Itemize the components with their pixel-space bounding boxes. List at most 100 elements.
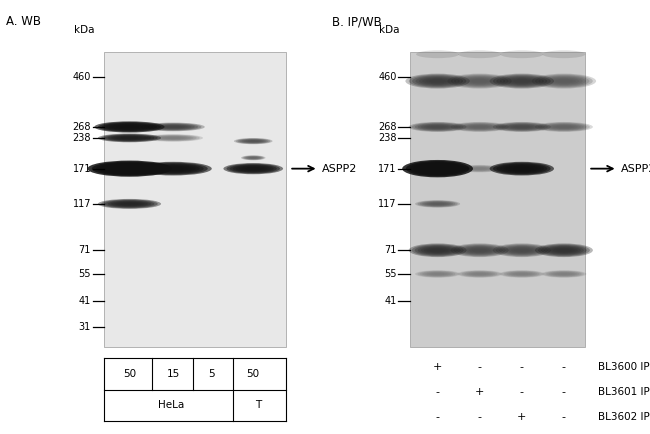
- Ellipse shape: [454, 76, 505, 87]
- Ellipse shape: [114, 136, 144, 140]
- Ellipse shape: [94, 122, 164, 132]
- Text: +: +: [433, 362, 442, 372]
- Ellipse shape: [116, 125, 142, 128]
- Ellipse shape: [409, 243, 467, 257]
- Ellipse shape: [451, 75, 508, 88]
- Ellipse shape: [246, 157, 261, 159]
- Ellipse shape: [499, 245, 545, 256]
- Ellipse shape: [410, 162, 465, 175]
- Ellipse shape: [544, 246, 584, 255]
- Text: BL3600 IP: BL3600 IP: [598, 362, 649, 372]
- Text: -: -: [562, 412, 566, 422]
- Ellipse shape: [155, 166, 192, 171]
- Ellipse shape: [406, 74, 470, 89]
- Ellipse shape: [538, 76, 590, 87]
- Ellipse shape: [460, 165, 500, 172]
- Ellipse shape: [409, 75, 467, 88]
- Ellipse shape: [415, 76, 460, 86]
- Text: 71: 71: [384, 245, 396, 255]
- Text: -: -: [562, 362, 566, 372]
- Ellipse shape: [148, 124, 198, 130]
- Text: BL3601 IP: BL3601 IP: [598, 387, 650, 397]
- Ellipse shape: [419, 77, 456, 85]
- Ellipse shape: [424, 272, 450, 276]
- Ellipse shape: [457, 165, 502, 172]
- Ellipse shape: [108, 135, 151, 141]
- Ellipse shape: [151, 124, 195, 130]
- Text: 460: 460: [378, 72, 396, 82]
- Ellipse shape: [496, 244, 548, 256]
- Ellipse shape: [497, 76, 547, 87]
- Ellipse shape: [493, 122, 551, 132]
- Ellipse shape: [458, 76, 502, 86]
- Ellipse shape: [508, 125, 536, 129]
- Text: 41: 41: [79, 296, 91, 306]
- Ellipse shape: [535, 243, 593, 257]
- Ellipse shape: [236, 138, 270, 144]
- Ellipse shape: [421, 124, 454, 130]
- Ellipse shape: [121, 137, 138, 139]
- Ellipse shape: [424, 247, 452, 253]
- Ellipse shape: [411, 122, 463, 132]
- Bar: [104, 52, 286, 347]
- Ellipse shape: [464, 166, 495, 171]
- Text: 5: 5: [208, 369, 214, 379]
- Ellipse shape: [464, 272, 495, 276]
- Ellipse shape: [447, 74, 512, 89]
- Ellipse shape: [146, 135, 200, 141]
- Ellipse shape: [155, 125, 192, 129]
- Ellipse shape: [114, 202, 144, 206]
- Text: +: +: [475, 387, 484, 397]
- Ellipse shape: [457, 123, 502, 131]
- Text: A. WB: A. WB: [6, 15, 42, 28]
- Ellipse shape: [153, 135, 194, 140]
- Ellipse shape: [502, 271, 542, 277]
- Ellipse shape: [550, 247, 578, 253]
- Ellipse shape: [506, 78, 538, 84]
- Ellipse shape: [535, 122, 593, 132]
- Ellipse shape: [511, 248, 533, 252]
- Ellipse shape: [466, 125, 493, 129]
- Ellipse shape: [87, 161, 172, 177]
- Ellipse shape: [428, 167, 447, 170]
- Text: -: -: [478, 362, 482, 372]
- Ellipse shape: [454, 122, 506, 132]
- Ellipse shape: [538, 122, 590, 132]
- Ellipse shape: [420, 271, 456, 277]
- Text: HeLa: HeLa: [158, 400, 185, 410]
- Ellipse shape: [506, 166, 538, 171]
- Text: kDa: kDa: [73, 25, 94, 35]
- Ellipse shape: [541, 245, 587, 256]
- Ellipse shape: [245, 168, 261, 170]
- Ellipse shape: [118, 167, 141, 170]
- Ellipse shape: [135, 162, 212, 175]
- Ellipse shape: [158, 125, 188, 129]
- Ellipse shape: [496, 122, 548, 132]
- Text: -: -: [436, 387, 439, 397]
- Ellipse shape: [544, 271, 584, 277]
- Ellipse shape: [543, 50, 586, 58]
- Ellipse shape: [426, 248, 448, 252]
- Ellipse shape: [547, 247, 581, 254]
- Ellipse shape: [421, 247, 454, 254]
- Ellipse shape: [450, 243, 509, 257]
- Bar: [410, 52, 585, 347]
- Ellipse shape: [246, 140, 261, 142]
- Ellipse shape: [161, 125, 185, 128]
- Ellipse shape: [138, 163, 208, 175]
- Text: ASPP2: ASPP2: [322, 164, 357, 174]
- Ellipse shape: [421, 165, 454, 172]
- Ellipse shape: [415, 245, 460, 256]
- Ellipse shape: [234, 138, 272, 144]
- Ellipse shape: [415, 123, 460, 131]
- Ellipse shape: [417, 201, 458, 207]
- Ellipse shape: [500, 76, 544, 86]
- Ellipse shape: [469, 248, 491, 252]
- Ellipse shape: [142, 122, 205, 131]
- Text: 238: 238: [73, 133, 91, 143]
- Ellipse shape: [502, 124, 541, 130]
- Ellipse shape: [226, 164, 280, 174]
- Ellipse shape: [505, 247, 539, 254]
- Ellipse shape: [98, 199, 161, 209]
- Ellipse shape: [92, 161, 167, 176]
